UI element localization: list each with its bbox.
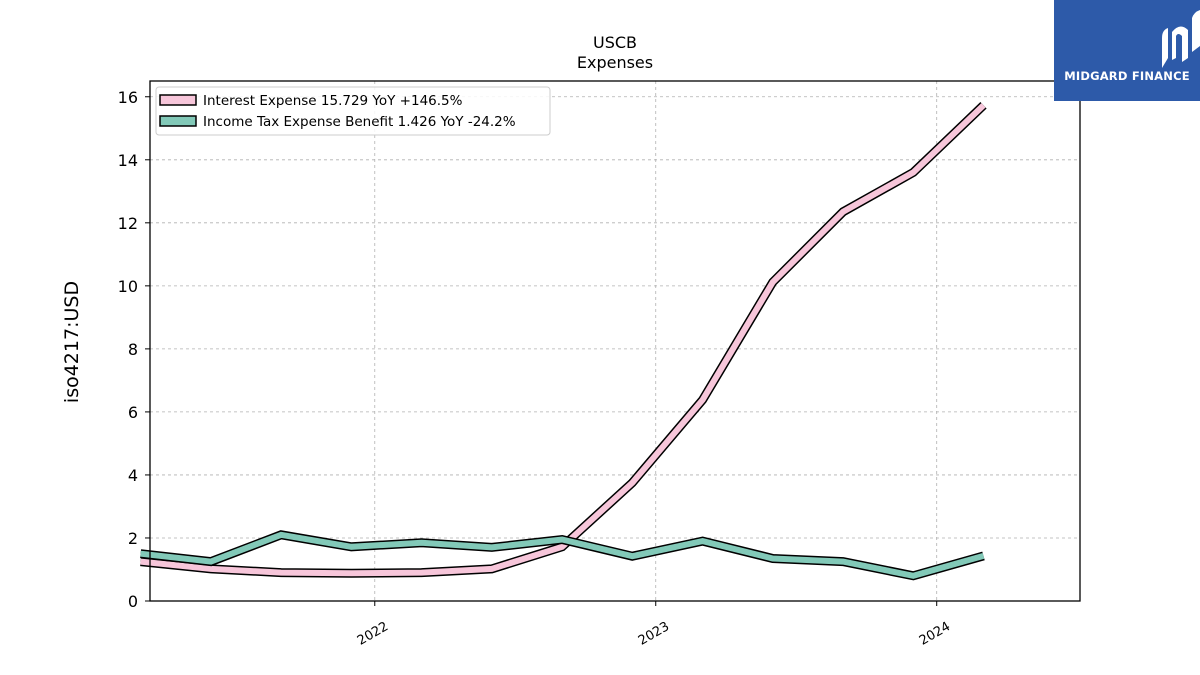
brand-logo: MIDGARD FINANCE bbox=[1054, 0, 1200, 101]
y-tick-label: 14 bbox=[118, 151, 138, 170]
y-axis-label: iso4217:USD bbox=[61, 281, 83, 403]
y-tick-label: 8 bbox=[128, 340, 138, 359]
y-tick-label: 16 bbox=[118, 88, 138, 107]
legend-label-1: Income Tax Expense Benefit 1.426 YoY -24… bbox=[203, 114, 516, 130]
series-line-1 bbox=[140, 531, 985, 579]
legend-swatch-0 bbox=[159, 94, 197, 106]
y-tick-label: 12 bbox=[118, 214, 138, 233]
legend-swatch-1 bbox=[159, 115, 197, 127]
legend-label-0: Interest Expense 15.729 YoY +146.5% bbox=[203, 93, 463, 109]
y-tick-label: 0 bbox=[128, 592, 138, 611]
legend-box bbox=[155, 86, 551, 136]
x-tick-label: 2024 bbox=[917, 619, 953, 649]
y-tick-label: 4 bbox=[128, 466, 138, 485]
y-tick-label: 2 bbox=[128, 529, 138, 548]
series-outline-0 bbox=[140, 102, 987, 578]
midgard-logo-icon bbox=[1162, 10, 1200, 68]
series-layer bbox=[140, 102, 987, 581]
x-tick-label: 2022 bbox=[355, 619, 391, 649]
y-tick-label: 10 bbox=[118, 277, 138, 296]
legend: Interest Expense 15.729 YoY +146.5% Incom… bbox=[155, 86, 551, 136]
x-tick-label: 2023 bbox=[636, 619, 672, 649]
chart-subtitle: Expenses bbox=[577, 53, 653, 72]
series-line-0 bbox=[140, 103, 986, 577]
brand-name: MIDGARD FINANCE bbox=[1064, 69, 1190, 83]
grid-lines bbox=[150, 81, 1080, 602]
plot-frame bbox=[149, 80, 1081, 602]
y-tick-label: 6 bbox=[128, 403, 138, 422]
chart-title: USCB bbox=[593, 33, 637, 52]
